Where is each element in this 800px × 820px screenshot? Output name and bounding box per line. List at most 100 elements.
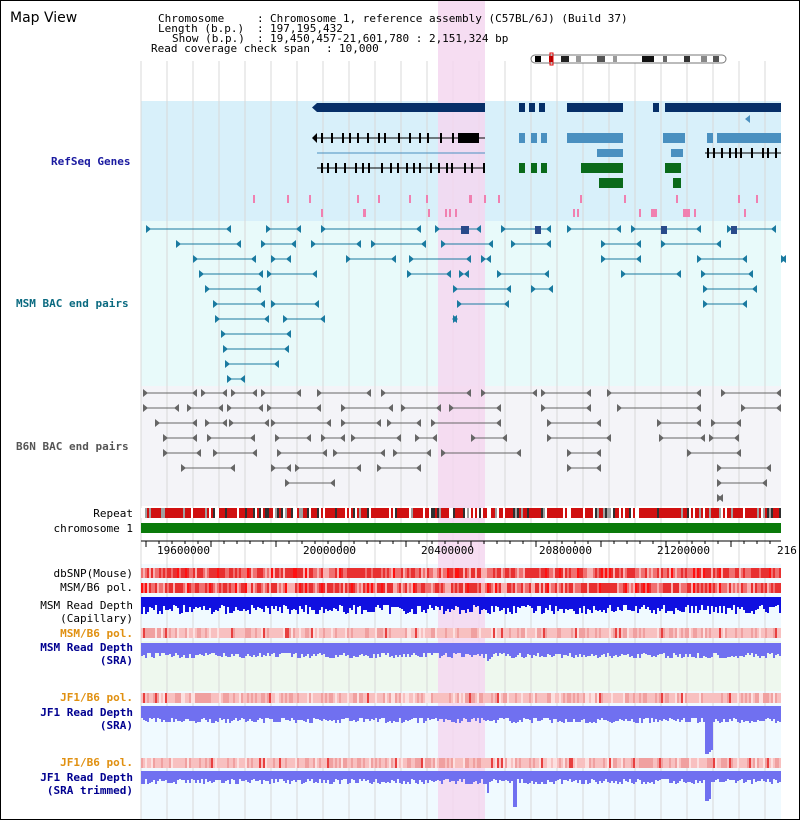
depth-bar [573, 771, 575, 781]
track-label-msm-bac[interactable]: MSM BAC end pairs [16, 297, 129, 310]
polymorphism-cell [265, 628, 267, 638]
gene-arrow [745, 115, 750, 123]
exon [419, 163, 421, 173]
depth-bar [771, 771, 773, 784]
depth-bar [429, 771, 431, 780]
depth-bar [525, 706, 527, 719]
depth-bar [381, 771, 383, 782]
polymorphism-cell [613, 568, 615, 578]
ideogram-band [561, 56, 569, 62]
polymorphism-cell [285, 568, 287, 578]
polymorphism-cell [271, 628, 273, 638]
polymorphism-cell [509, 628, 511, 638]
depth-bar [573, 597, 575, 611]
repeat-element [311, 508, 313, 518]
depth-bar [533, 771, 535, 784]
polymorphism-cell [171, 568, 173, 578]
depth-bar [165, 771, 167, 780]
depth-bar [267, 643, 269, 653]
msm-bac-pair-end [701, 270, 706, 278]
polymorphism-cell [511, 693, 513, 703]
depth-bar [645, 597, 647, 609]
polymorphism-cell [153, 758, 155, 768]
polymorphism-cell [345, 628, 347, 638]
repeat-element [393, 508, 395, 518]
polymorphism-cell [595, 583, 597, 593]
depth-bar [155, 706, 157, 722]
repeat-element [673, 508, 675, 518]
polymorphism-cell [493, 583, 495, 593]
depth-bar [363, 706, 365, 722]
polymorphism-cell [521, 583, 523, 593]
polymorphism-cell [195, 583, 197, 593]
track-label-b6n-bac[interactable]: B6N BAC end pairs [16, 440, 129, 453]
polymorphism-cell [367, 693, 369, 703]
polymorphism-cell [689, 758, 691, 768]
polymorphism-cell [509, 758, 511, 768]
polymorphism-cell [229, 568, 231, 578]
polymorphism-cell [281, 758, 283, 768]
polymorphism-cell [261, 568, 263, 578]
b6n-bac-pair-end [326, 419, 331, 427]
polymorphism-cell [603, 693, 605, 703]
polymorphism-cell [729, 583, 731, 593]
msm-bac-pair-end [226, 225, 231, 233]
polymorphism-cell [203, 693, 205, 703]
polymorphism-cell [153, 693, 155, 703]
depth-bar [727, 771, 729, 779]
polymorphism-cell [681, 758, 683, 768]
exon [406, 163, 408, 173]
polymorphism-cell [639, 568, 641, 578]
polymorphism-cell [383, 583, 385, 593]
msm-bac-pair-end [296, 225, 301, 233]
polymorphism-cell [779, 568, 781, 578]
polymorphism-cell [771, 583, 773, 593]
depth-bar [711, 643, 713, 657]
depth-bar [585, 771, 587, 780]
repeat-element [235, 508, 237, 518]
ideogram-band [713, 56, 719, 62]
depth-bar [375, 643, 377, 658]
polymorphism-cell [753, 693, 755, 703]
polymorphism-cell [197, 693, 199, 703]
depth-bar [237, 597, 239, 610]
depth-bar [629, 597, 631, 610]
polymorphism-cell [685, 758, 687, 768]
polymorphism-cell [531, 583, 533, 593]
polymorphism-cell [661, 628, 663, 638]
polymorphism-cell [423, 628, 425, 638]
depth-bar [299, 597, 301, 606]
exon [438, 163, 440, 173]
repeat-element [435, 508, 437, 518]
depth-bar [561, 771, 563, 784]
depth-bar [645, 771, 647, 784]
depth-bar [177, 771, 179, 780]
polymorphism-cell [573, 568, 575, 578]
depth-bar [527, 597, 529, 605]
depth-bar [563, 706, 565, 723]
depth-bar [355, 706, 357, 722]
polymorphism-cell [727, 693, 729, 703]
b6n-bac-pair-end [163, 449, 168, 457]
b6n-bac-pair-end [388, 404, 393, 412]
polymorphism-cell [443, 758, 445, 768]
depth-bar [411, 597, 413, 609]
polymorphism-cell [471, 568, 473, 578]
repeat-element [291, 508, 293, 518]
depth-bar [261, 643, 263, 657]
polymorphism-cell [219, 628, 221, 638]
polymorphism-cell [285, 758, 287, 768]
depth-bar [683, 771, 685, 782]
depth-bar [347, 597, 349, 613]
polymorphism-cell [263, 758, 265, 768]
depth-bar [469, 597, 471, 612]
track-label-refseq[interactable]: RefSeq Genes [51, 155, 131, 168]
depth-bar [705, 771, 707, 801]
depth-bar [431, 643, 433, 655]
depth-bar [773, 771, 775, 779]
depth-bar [741, 706, 743, 720]
polymorphism-cell [383, 693, 385, 703]
depth-bar [255, 706, 257, 722]
